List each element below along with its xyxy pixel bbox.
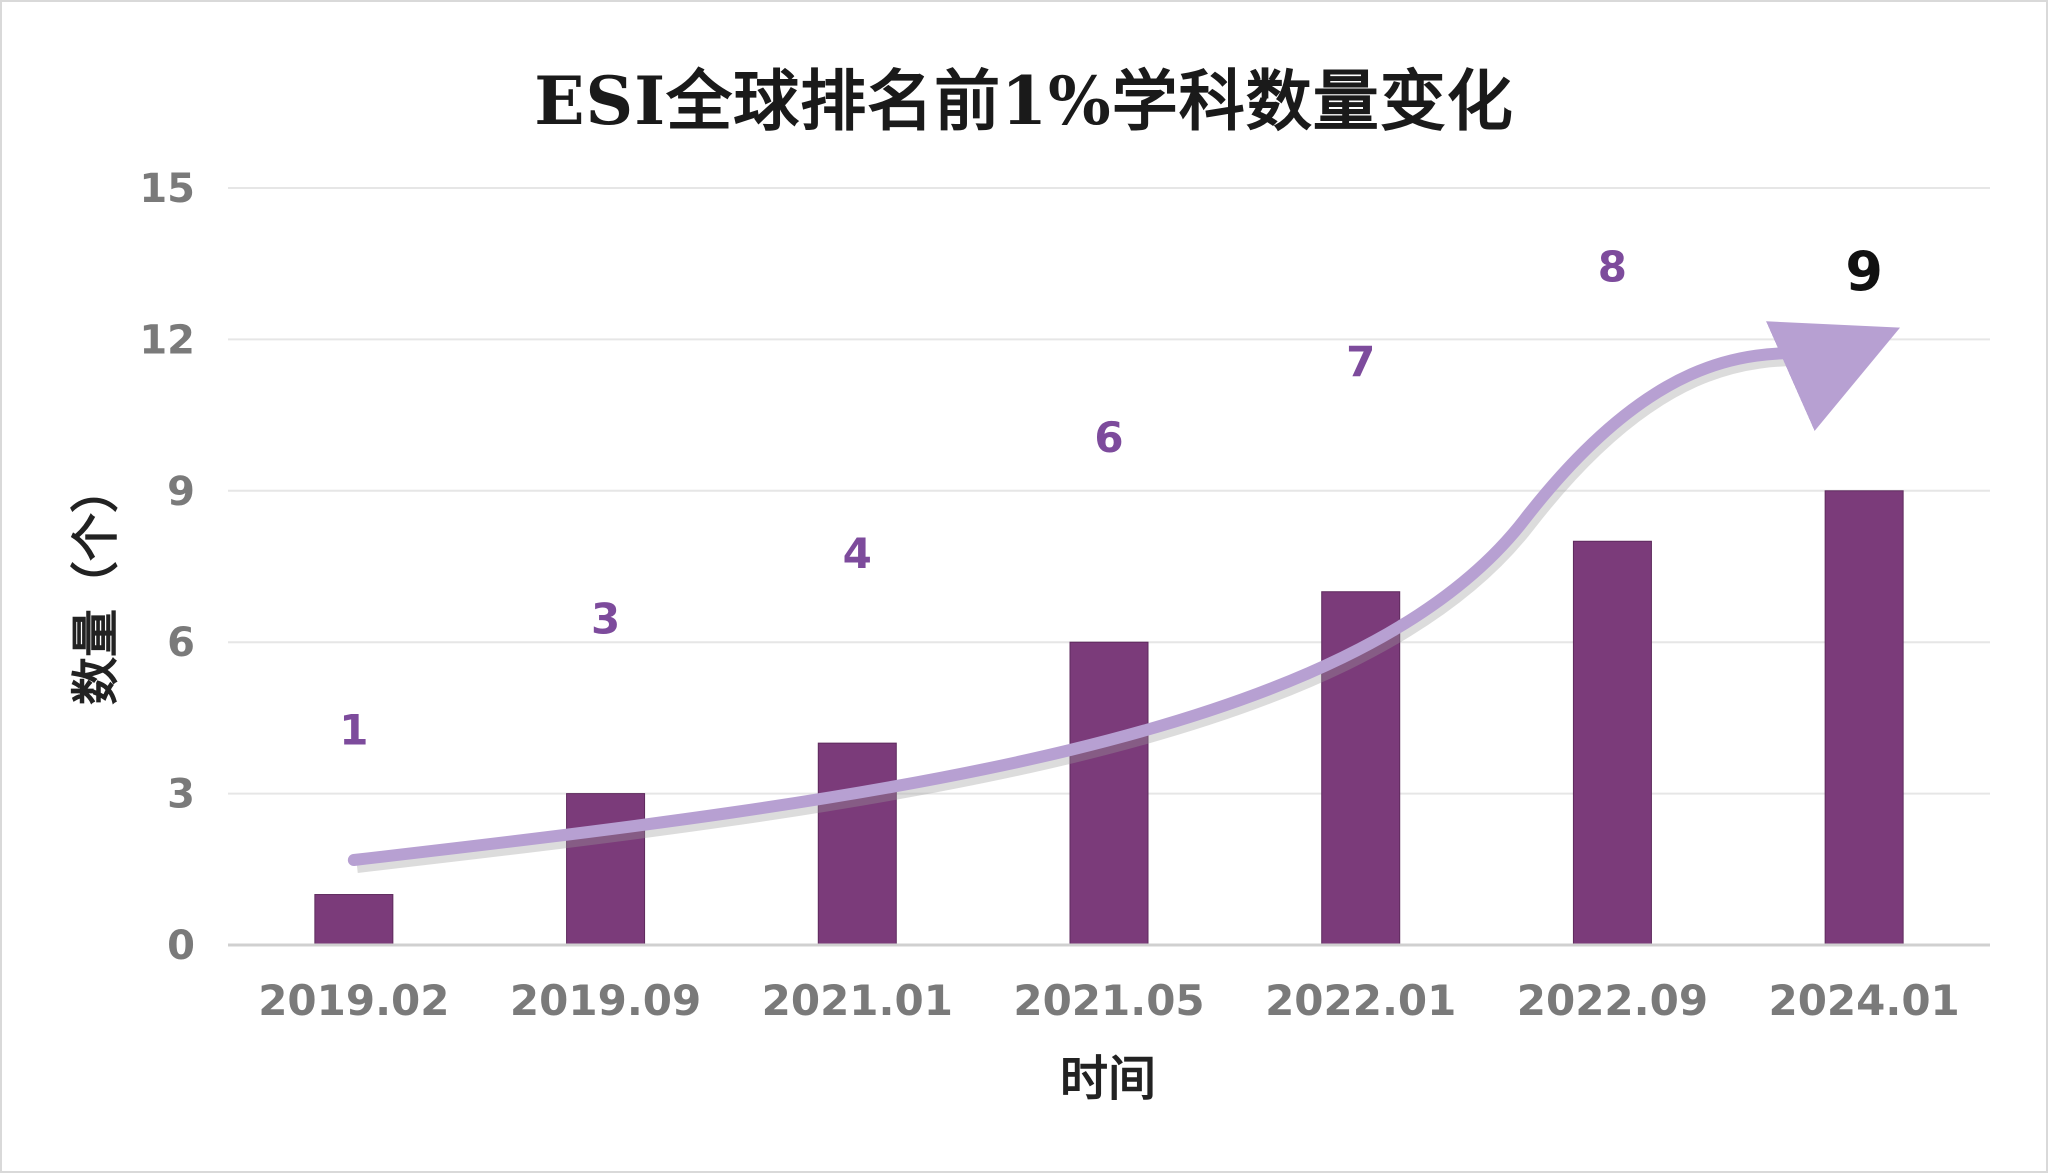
bar bbox=[314, 894, 394, 946]
x-tick-label: 2024.01 bbox=[1768, 976, 1959, 1025]
data-label: 7 bbox=[1346, 338, 1375, 387]
y-tick-label: 15 bbox=[139, 166, 195, 212]
x-tick-label: 2022.01 bbox=[1265, 976, 1456, 1025]
x-tick-label: 2019.02 bbox=[258, 976, 449, 1025]
trend-arrow bbox=[347, 321, 1901, 866]
data-label: 1 bbox=[339, 706, 368, 755]
x-tick-label: 2021.01 bbox=[762, 976, 953, 1025]
data-label: 6 bbox=[1094, 413, 1123, 462]
y-tick-label: 3 bbox=[167, 772, 195, 818]
bar bbox=[1069, 641, 1149, 946]
bar bbox=[817, 742, 897, 946]
y-axis-title: 数量（个） bbox=[68, 465, 124, 705]
x-axis-title: 时间 bbox=[1060, 1051, 1156, 1107]
x-tick-label: 2022.09 bbox=[1517, 976, 1708, 1025]
y-tick-label: 9 bbox=[167, 469, 195, 515]
bar bbox=[566, 793, 646, 946]
bar bbox=[1824, 490, 1904, 946]
y-tick-label: 0 bbox=[167, 923, 195, 969]
data-label: 3 bbox=[591, 595, 620, 644]
x-tick-label: 2019.09 bbox=[510, 976, 701, 1025]
x-tick-label: 2021.05 bbox=[1013, 976, 1204, 1025]
y-tick-label: 6 bbox=[167, 620, 195, 666]
data-label: 9 bbox=[1845, 240, 1883, 303]
data-label: 4 bbox=[843, 529, 872, 578]
y-tick-label: 12 bbox=[139, 317, 195, 363]
data-label: 8 bbox=[1598, 242, 1627, 291]
bar bbox=[1572, 540, 1652, 946]
chart-title: ESI全球排名前1%学科数量变化 bbox=[534, 62, 1514, 140]
